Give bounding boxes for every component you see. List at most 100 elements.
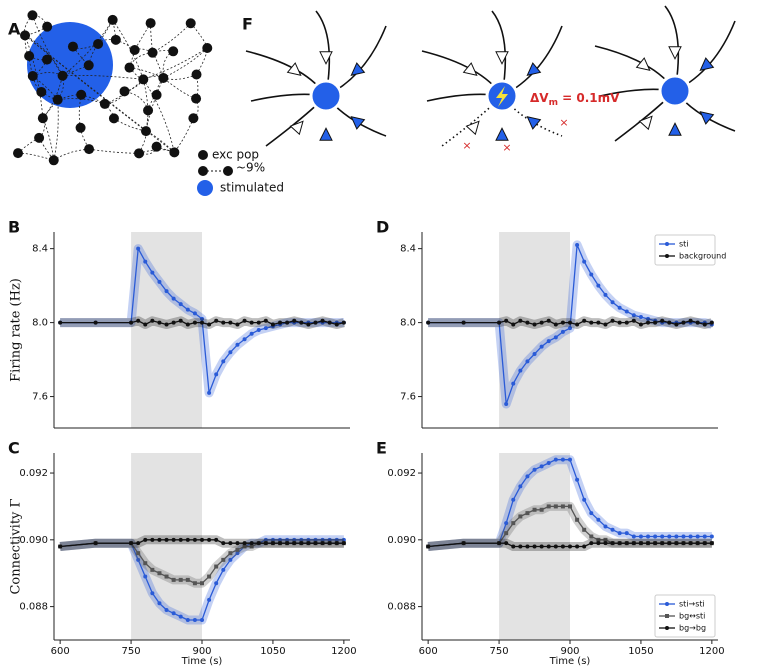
marker <box>532 507 537 512</box>
synapse <box>495 127 509 141</box>
edge <box>174 118 194 153</box>
x-tick-label: 1050 <box>260 646 285 657</box>
marker <box>157 601 162 606</box>
marker <box>185 307 190 312</box>
marker <box>638 315 643 320</box>
marker <box>518 544 523 549</box>
marker <box>532 467 537 472</box>
marker <box>270 541 275 546</box>
edge <box>97 19 114 45</box>
marker <box>320 318 325 323</box>
marker <box>136 557 141 562</box>
marker <box>497 320 502 325</box>
marker <box>214 372 219 377</box>
legend-box <box>654 234 716 266</box>
marker <box>560 329 565 334</box>
marker <box>667 541 672 546</box>
marker <box>164 537 169 542</box>
marker <box>617 531 622 536</box>
stim-window <box>131 232 202 428</box>
marker <box>688 541 693 546</box>
node <box>67 41 78 52</box>
marker <box>568 320 572 325</box>
y-tick-label: 7.6 <box>32 392 48 403</box>
marker <box>214 318 219 323</box>
marker <box>560 457 565 462</box>
node <box>188 113 199 124</box>
marker <box>631 313 636 318</box>
marker <box>525 474 530 479</box>
node <box>110 34 121 45</box>
edge <box>162 50 174 78</box>
edge <box>113 118 147 132</box>
marker <box>313 320 318 325</box>
marker <box>299 320 304 325</box>
y-tick-label: 0.090 <box>387 535 416 546</box>
marker <box>539 464 544 469</box>
legend-marker <box>665 254 669 258</box>
node <box>48 155 59 166</box>
marker <box>532 322 537 327</box>
node <box>151 89 162 100</box>
marker <box>695 534 700 539</box>
marker <box>702 534 707 539</box>
marker <box>589 320 594 325</box>
node <box>37 113 48 124</box>
legend-marker <box>665 626 669 630</box>
node <box>93 38 104 49</box>
marker <box>185 617 190 622</box>
marker <box>603 537 608 542</box>
legend-label: ~9% <box>236 161 265 175</box>
marker <box>511 544 516 549</box>
node <box>99 98 110 109</box>
marker <box>617 541 622 546</box>
x-tick-label: 600 <box>51 646 70 657</box>
marker <box>504 401 509 406</box>
marker <box>285 541 290 546</box>
marker <box>228 551 233 556</box>
cut-mark: × <box>462 139 471 152</box>
marker <box>157 537 162 542</box>
marker <box>171 296 176 301</box>
marker <box>143 574 148 579</box>
marker <box>525 359 530 364</box>
marker <box>688 318 693 323</box>
panel-letter: B <box>8 218 20 237</box>
x-axis-label: Time (s) <box>181 656 223 666</box>
node <box>147 47 158 58</box>
marker <box>136 541 141 546</box>
marker <box>674 322 679 327</box>
node <box>20 30 31 41</box>
cut-mark: × <box>502 141 511 154</box>
marker <box>214 564 219 569</box>
y-axis-label: Firing rate (Hz) <box>9 278 24 382</box>
edge <box>18 152 54 161</box>
marker <box>575 322 580 327</box>
marker <box>256 541 261 546</box>
marker <box>610 300 615 305</box>
node <box>158 72 169 83</box>
marker <box>58 544 63 549</box>
marker <box>143 259 148 264</box>
legend-label: stimulated <box>220 181 284 195</box>
legend-node <box>223 166 233 176</box>
marker <box>150 537 155 542</box>
marker <box>214 581 219 586</box>
marker <box>136 246 141 251</box>
marker <box>299 537 304 542</box>
node <box>141 126 152 137</box>
delta-v-rest: = 0.1mV <box>558 91 620 105</box>
synapse <box>465 120 480 136</box>
marker <box>596 537 601 542</box>
node <box>129 44 140 55</box>
marker <box>660 318 665 323</box>
marker <box>242 544 247 549</box>
marker <box>341 537 346 542</box>
marker <box>200 617 204 622</box>
marker <box>171 577 176 582</box>
node <box>108 113 119 124</box>
x-tick-label: 750 <box>490 646 509 657</box>
marker <box>228 541 233 546</box>
y-tick-label: 8.0 <box>400 318 416 329</box>
